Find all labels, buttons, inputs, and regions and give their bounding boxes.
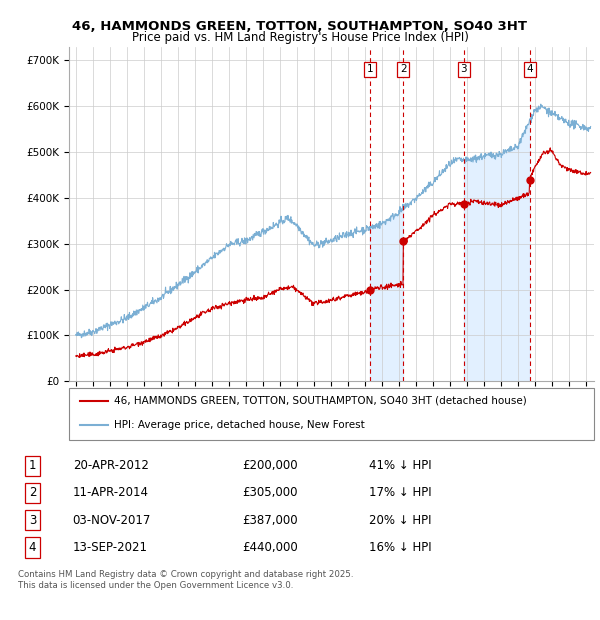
Text: 2: 2	[400, 64, 407, 74]
Text: £305,000: £305,000	[242, 487, 298, 499]
Text: 3: 3	[461, 64, 467, 74]
Text: 20% ↓ HPI: 20% ↓ HPI	[370, 514, 432, 526]
Text: 16% ↓ HPI: 16% ↓ HPI	[370, 541, 432, 554]
Text: 46, HAMMONDS GREEN, TOTTON, SOUTHAMPTON, SO40 3HT: 46, HAMMONDS GREEN, TOTTON, SOUTHAMPTON,…	[73, 20, 527, 32]
Text: £387,000: £387,000	[242, 514, 298, 526]
Text: 13-SEP-2021: 13-SEP-2021	[73, 541, 148, 554]
Text: 17% ↓ HPI: 17% ↓ HPI	[370, 487, 432, 499]
Text: 11-APR-2014: 11-APR-2014	[73, 487, 149, 499]
Text: Price paid vs. HM Land Registry's House Price Index (HPI): Price paid vs. HM Land Registry's House …	[131, 31, 469, 43]
Text: 3: 3	[29, 514, 36, 526]
Text: 46, HAMMONDS GREEN, TOTTON, SOUTHAMPTON, SO40 3HT (detached house): 46, HAMMONDS GREEN, TOTTON, SOUTHAMPTON,…	[113, 396, 526, 405]
Text: 2: 2	[29, 487, 36, 499]
Text: 03-NOV-2017: 03-NOV-2017	[73, 514, 151, 526]
Text: 41% ↓ HPI: 41% ↓ HPI	[370, 459, 432, 472]
Text: 1: 1	[29, 459, 36, 472]
Text: 20-APR-2012: 20-APR-2012	[73, 459, 149, 472]
Text: HPI: Average price, detached house, New Forest: HPI: Average price, detached house, New …	[113, 420, 364, 430]
Text: Contains HM Land Registry data © Crown copyright and database right 2025.
This d: Contains HM Land Registry data © Crown c…	[18, 570, 353, 590]
FancyBboxPatch shape	[69, 388, 594, 440]
Text: £200,000: £200,000	[242, 459, 298, 472]
Text: 1: 1	[367, 64, 373, 74]
Text: 4: 4	[29, 541, 36, 554]
Text: 4: 4	[526, 64, 533, 74]
Text: £440,000: £440,000	[242, 541, 298, 554]
